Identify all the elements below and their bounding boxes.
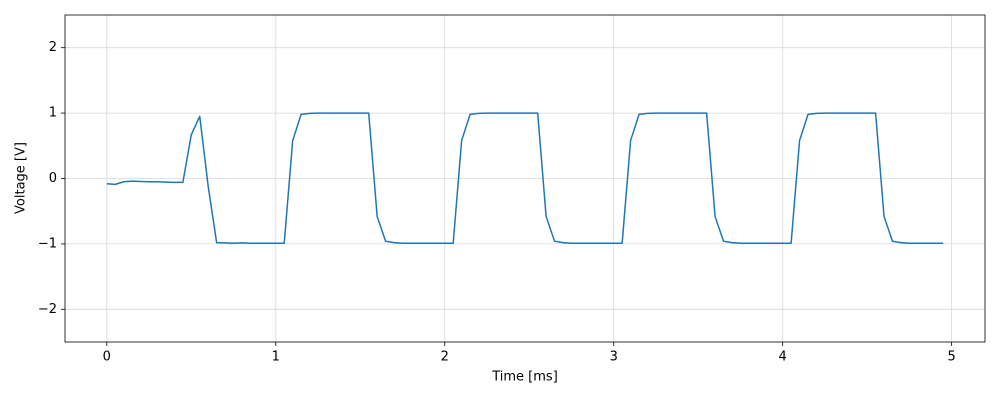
x-tick-label: 1	[272, 350, 280, 365]
y-tick-label: −2	[38, 302, 57, 317]
x-tick-label: 0	[103, 350, 111, 365]
y-tick-label: 2	[49, 40, 57, 55]
y-tick-label: 0	[49, 171, 57, 186]
y-tick-label: 1	[49, 106, 57, 121]
plot-frame	[64, 14, 986, 343]
line-series	[106, 112, 944, 244]
x-tick-label: 4	[779, 350, 787, 365]
x-tick-label: 2	[441, 350, 449, 365]
x-tick-label: 5	[947, 350, 955, 365]
y-axis-label: Voltage [V]	[14, 142, 29, 214]
x-axis-label: Time [ms]	[491, 370, 558, 385]
y-tick-label: −1	[38, 236, 57, 251]
x-tick-label: 3	[610, 350, 618, 365]
